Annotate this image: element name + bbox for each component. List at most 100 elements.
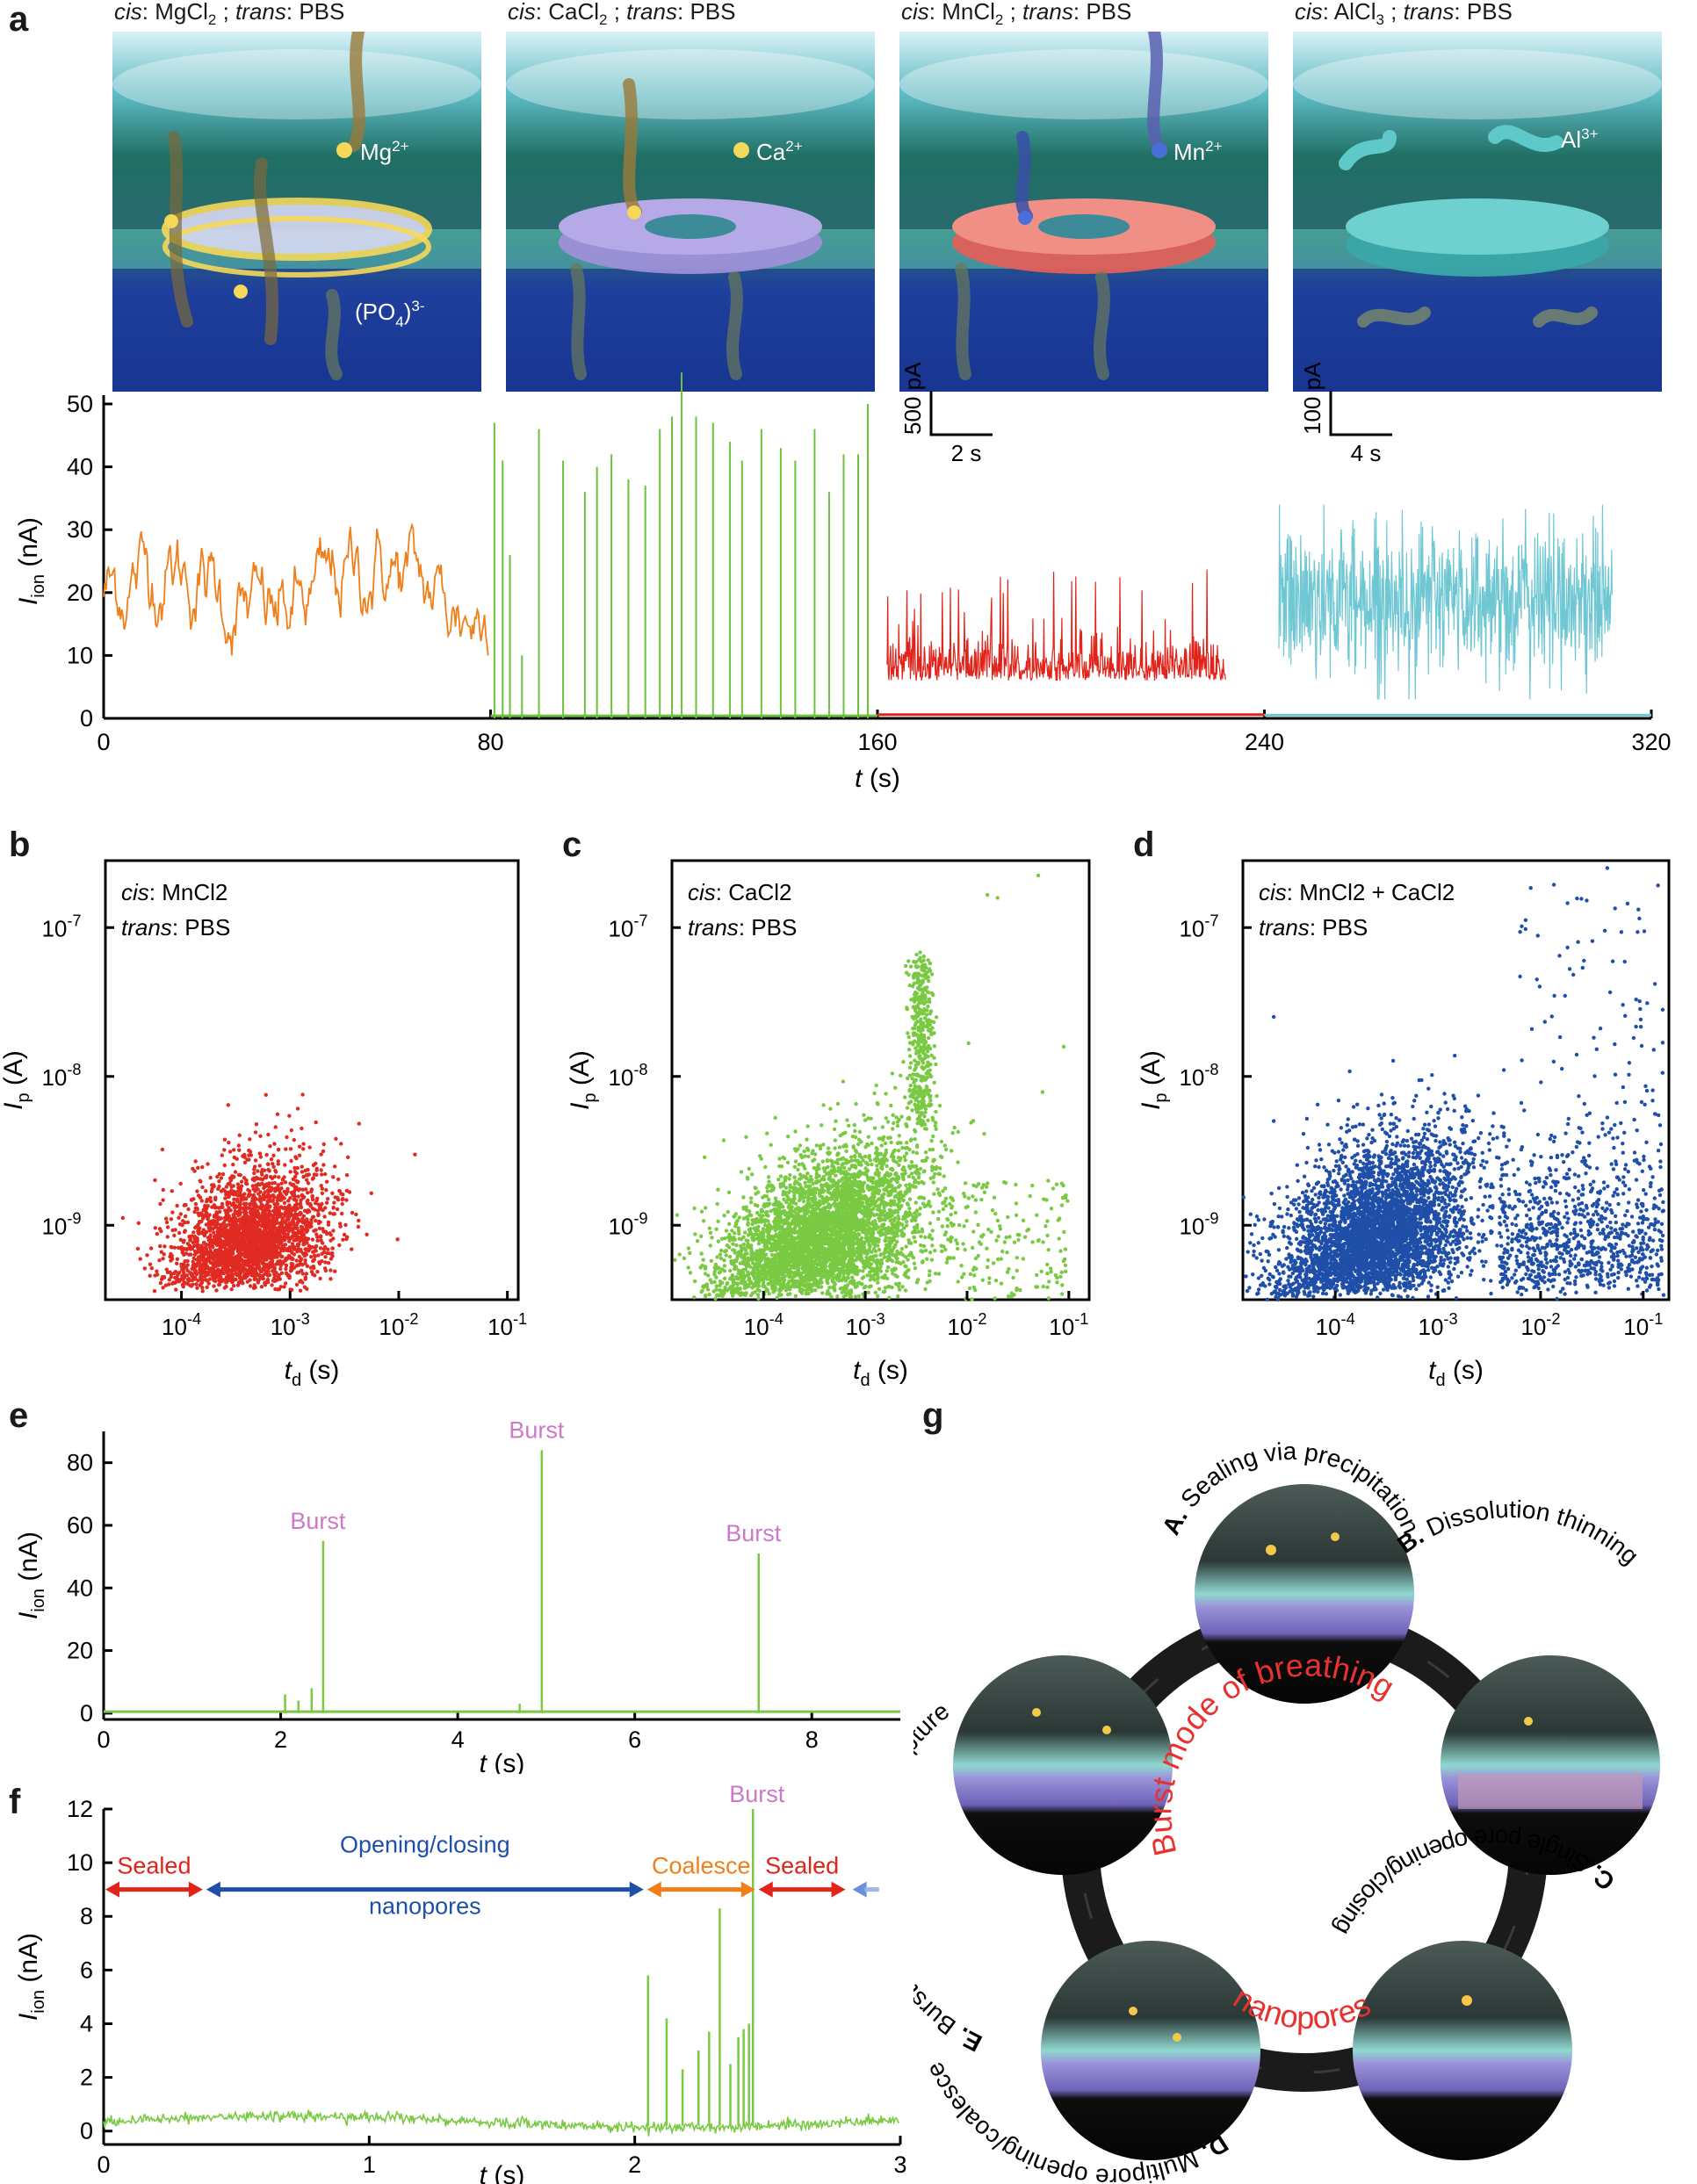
scatter-point	[885, 1120, 891, 1124]
y-tick-label: 0	[80, 705, 93, 732]
scatter-point	[305, 1264, 310, 1268]
scatter-point	[255, 1208, 260, 1213]
scatter-point	[848, 1294, 852, 1299]
scatter-point	[258, 1256, 263, 1260]
scatter-point	[904, 1183, 908, 1187]
scatter-point	[692, 1295, 697, 1300]
scatter-point	[168, 1270, 172, 1274]
scatter-point	[199, 1265, 205, 1269]
scatter-point	[893, 1266, 898, 1271]
scatter-point	[242, 1160, 248, 1164]
scatter-point	[244, 1197, 249, 1201]
scatter-point	[350, 1247, 354, 1251]
scatter-point	[244, 1178, 249, 1182]
scatter-point	[326, 1222, 331, 1227]
scatter-point	[254, 1263, 258, 1267]
scatter-point	[172, 1280, 177, 1285]
scatter-point	[260, 1202, 264, 1207]
scatter-point	[325, 1231, 329, 1236]
scatter-point	[333, 1164, 337, 1169]
scatter-point	[250, 1249, 255, 1254]
scatter-point	[153, 1273, 157, 1278]
scale-bar	[929, 391, 993, 436]
scatter-point	[260, 1172, 264, 1177]
scatter-point	[292, 1137, 296, 1142]
scatter-point	[209, 1243, 214, 1248]
scatter-point	[344, 1188, 350, 1193]
scatter-point	[252, 1164, 257, 1169]
scatter-point	[314, 1232, 319, 1236]
scatter-point	[309, 1189, 314, 1194]
scatter-point	[262, 1168, 267, 1172]
scatter-point	[196, 1255, 201, 1259]
scatter-point	[239, 1278, 244, 1282]
scatter-point	[264, 1262, 270, 1267]
scatter-point	[252, 1274, 256, 1279]
scatter-point	[921, 1243, 927, 1249]
panel-letter-d: d	[1133, 825, 1155, 864]
scatter-point	[253, 1220, 258, 1224]
scatter-point	[252, 1283, 256, 1287]
scatter-point	[213, 1197, 218, 1202]
scatter-point	[865, 1184, 870, 1188]
scatter-point	[227, 1235, 232, 1239]
scatter-point	[805, 1176, 809, 1181]
scatter-point	[928, 1148, 932, 1152]
scatter-point	[708, 1230, 713, 1235]
scatter-point	[315, 1196, 320, 1200]
scatter-point	[982, 1131, 986, 1136]
scatter-point	[266, 1132, 271, 1137]
scatter-point	[343, 1222, 348, 1228]
scatter-point	[188, 1238, 192, 1243]
scatter-point	[212, 1230, 216, 1235]
scatter-point	[305, 1200, 309, 1204]
scatter-point	[238, 1252, 242, 1258]
scatter-point	[260, 1268, 264, 1272]
scatter-point	[766, 1234, 770, 1239]
scatter-point	[714, 1275, 719, 1279]
scatter-point	[212, 1278, 216, 1283]
scatter-point	[943, 1147, 949, 1152]
scatter-point	[264, 1235, 269, 1239]
scatter-point	[199, 1211, 204, 1215]
scatter-point	[747, 1284, 751, 1288]
scatter-point	[896, 1284, 901, 1288]
scatter-point	[162, 1244, 167, 1249]
scatter-point	[191, 1259, 195, 1265]
scatter-point	[292, 1247, 296, 1251]
scatter-point	[250, 1208, 255, 1214]
scatter-point	[328, 1211, 332, 1215]
scatter-point	[248, 1243, 252, 1248]
scatter-point	[253, 1130, 258, 1135]
scatter-point	[792, 1164, 798, 1169]
x-tick-label: 10-2	[379, 1310, 418, 1340]
scatter-point	[252, 1171, 256, 1176]
scatter-point	[350, 1210, 355, 1215]
scatter-point	[861, 1158, 865, 1163]
scatter-point	[184, 1273, 190, 1278]
scatter-point	[961, 1242, 965, 1246]
scatter-point	[228, 1273, 233, 1278]
scatter-point	[726, 1190, 732, 1194]
y-axis-label: Iion (nA)	[14, 517, 48, 605]
scatter-point	[395, 1237, 400, 1242]
scatter-point	[320, 1172, 324, 1177]
scatter-point	[136, 1221, 141, 1225]
scatter-point	[272, 1174, 277, 1178]
scatter-point	[224, 1236, 228, 1240]
scatter-point	[311, 1163, 316, 1168]
scatter-point	[243, 1207, 248, 1212]
scatter-point	[907, 1207, 912, 1211]
scatter-point	[232, 1155, 236, 1160]
scale-bar-value: 100 pA	[1299, 362, 1325, 435]
scatter-point	[159, 1250, 163, 1254]
scatter-point	[769, 1142, 773, 1147]
scatter-point	[284, 1258, 288, 1263]
scatter-point	[323, 1260, 328, 1265]
scatter-point	[718, 1252, 723, 1257]
scatter-point	[217, 1171, 221, 1177]
scatter-point	[204, 1189, 208, 1193]
dna-strand	[570, 263, 587, 380]
scatter-point	[229, 1255, 234, 1259]
scatter-point	[733, 1231, 737, 1236]
